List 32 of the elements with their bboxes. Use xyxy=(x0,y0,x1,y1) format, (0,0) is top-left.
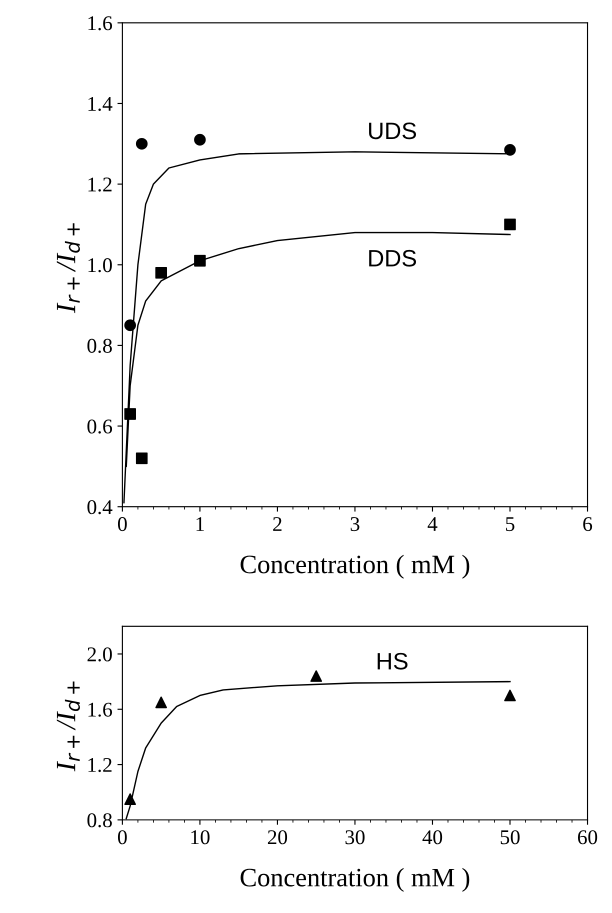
x-tick-label: 0 xyxy=(118,517,127,532)
x-tick-label: 0 xyxy=(118,830,127,844)
y-tick-label: 1.2 xyxy=(88,178,112,192)
x-tick-label: 4 xyxy=(428,517,438,531)
y-tick-label: 0.6 xyxy=(87,419,112,434)
x-tick-label: 20 xyxy=(268,830,288,844)
x-tick-label: 5 xyxy=(506,517,514,532)
x-tick-label: 2 xyxy=(273,517,282,531)
y-axis-title: I$_{r+}$/I$_{d+}$ xyxy=(56,682,80,772)
x-tick-label: 50 xyxy=(500,830,520,844)
y-tick-label: 1.6 xyxy=(88,16,112,30)
series-label: HS xyxy=(378,652,408,670)
x-tick-label: 30 xyxy=(346,830,365,844)
x-tick-label: 1 xyxy=(196,517,204,531)
y-tick-label: 1.0 xyxy=(88,258,112,272)
y-tick-label: 1.2 xyxy=(88,758,112,772)
x-axis-title: Concentration ( mM ) xyxy=(240,554,470,579)
y-tick-label: 0.4 xyxy=(87,500,112,514)
y-tick-label: 0.8 xyxy=(87,338,112,353)
y-tick-label: 1.6 xyxy=(88,702,112,717)
x-tick-label: 6 xyxy=(583,517,592,532)
y-tick-label: 1.4 xyxy=(88,96,112,111)
x-tick-label: 10 xyxy=(191,830,210,844)
series-label: UDS xyxy=(369,122,416,140)
y-axis-title: I$_{r+}$/I$_{d+}$ xyxy=(56,223,80,314)
y-tick-label: 2.0 xyxy=(88,647,112,662)
x-axis-title: Concentration ( mM ) xyxy=(240,868,470,892)
y-tick-label: 0.8 xyxy=(87,813,112,828)
x-tick-label: 40 xyxy=(422,830,442,844)
x-tick-label: 60 xyxy=(578,830,598,844)
x-tick-label: 3 xyxy=(350,517,360,532)
series-label: DDS xyxy=(369,250,416,267)
